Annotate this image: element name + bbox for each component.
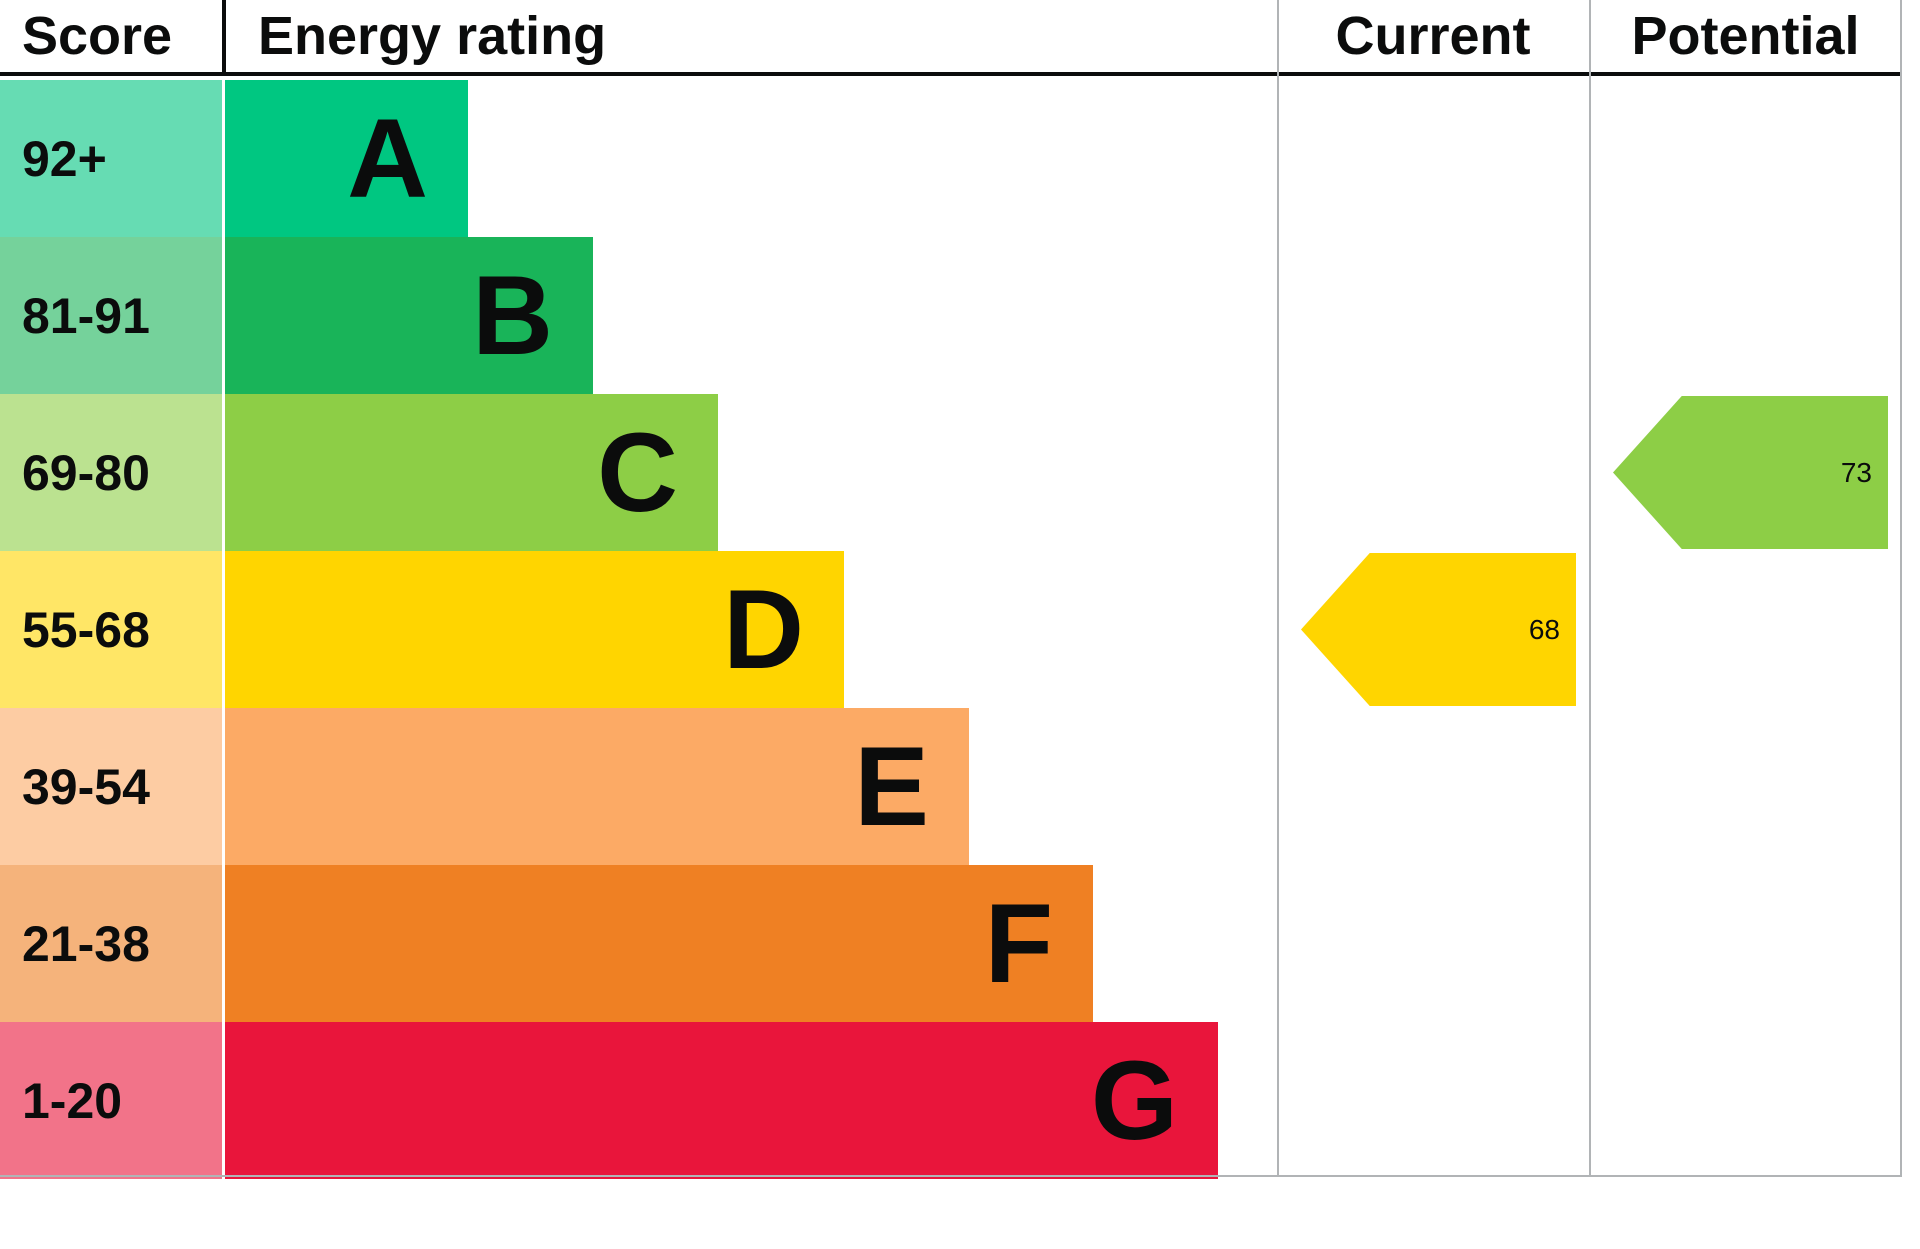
band-bar: A: [225, 80, 468, 237]
column-divider: [1589, 0, 1591, 1177]
column-divider: [1277, 0, 1279, 1177]
band-letter: B: [472, 252, 553, 378]
header-divider: [222, 0, 226, 76]
band-rows: 92+ A 81-91 B 69-80 C 55-68 D 39-54: [0, 80, 1218, 1179]
band-row: 81-91 B: [0, 237, 1218, 394]
band-score-cell: 21-38: [0, 865, 222, 1022]
current-rating-arrow: 68: [1301, 553, 1576, 706]
band-row: 69-80 C: [0, 394, 1218, 551]
band-bar: F: [225, 865, 1093, 1022]
band-score-cell: 92+: [0, 80, 222, 237]
band-bar: G: [225, 1022, 1218, 1179]
energy-rating-column-header: Energy rating: [258, 6, 607, 66]
band-bar: D: [225, 551, 844, 708]
potential-rating-arrow: 73: [1613, 396, 1888, 549]
band-score-cell: 55-68: [0, 551, 222, 708]
band-row: 21-38 F: [0, 865, 1218, 1022]
potential-column-header: Potential: [1631, 6, 1860, 66]
band-letter: A: [347, 95, 428, 221]
chart-bottom-rule: [0, 1175, 1902, 1177]
band-letter: C: [597, 409, 678, 535]
band-bar: C: [225, 394, 718, 551]
band-score-cell: 69-80: [0, 394, 222, 551]
chart-header: Score Energy rating Current Potential: [0, 0, 1902, 76]
band-row: 39-54 E: [0, 708, 1218, 865]
current-rating-value: 68: [1528, 613, 1560, 645]
column-divider: [1900, 0, 1902, 1177]
score-column-header: Score: [22, 6, 173, 66]
band-letter: F: [984, 880, 1053, 1006]
band-row: 55-68 D: [0, 551, 1218, 708]
band-letter: D: [723, 566, 804, 692]
current-column-header: Current: [1335, 6, 1531, 66]
band-score-cell: 1-20: [0, 1022, 222, 1179]
band-bar: B: [225, 237, 593, 394]
band-letter: G: [1090, 1037, 1178, 1163]
band-score-cell: 39-54: [0, 708, 222, 865]
band-letter: E: [854, 723, 929, 849]
band-score-cell: 81-91: [0, 237, 222, 394]
band-row: 1-20 G: [0, 1022, 1218, 1179]
band-row: 92+ A: [0, 80, 1218, 237]
band-bar: E: [225, 708, 969, 865]
potential-rating-value: 73: [1840, 456, 1872, 488]
